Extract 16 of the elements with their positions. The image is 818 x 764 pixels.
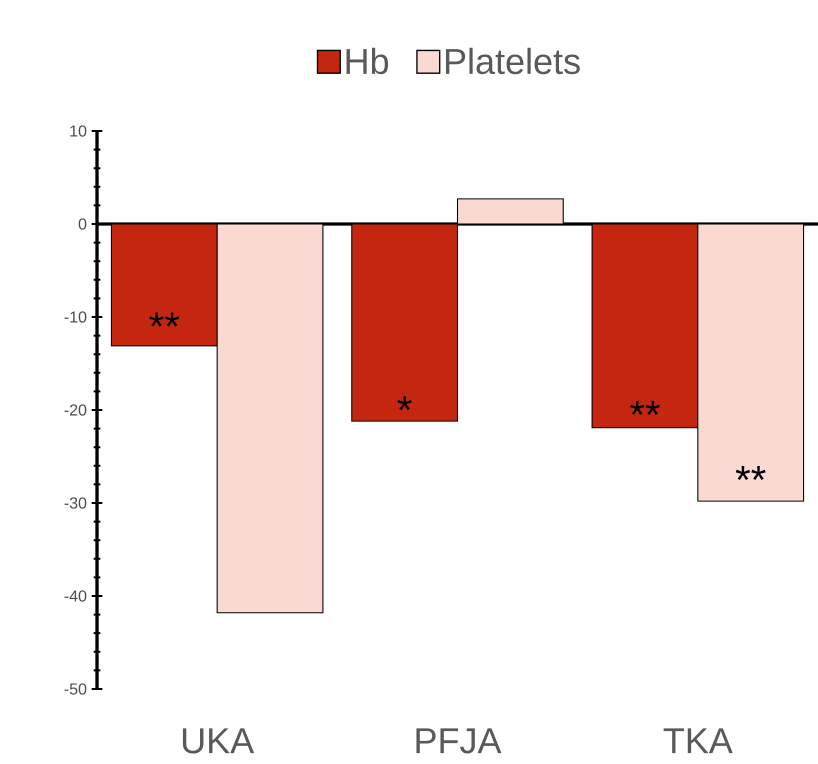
legend-label: Platelets — [446, 48, 580, 74]
y-tick-label: -30 — [64, 497, 86, 509]
y-tick-label: 10 — [70, 125, 86, 137]
y-tick-label: -20 — [64, 404, 86, 416]
x-tick-label: UKA — [182, 728, 254, 754]
legend-label: Hb — [346, 48, 388, 74]
y-tick-label: -50 — [64, 683, 86, 695]
annotation: ** — [630, 400, 660, 415]
annotation: ** — [149, 312, 180, 327]
y-tick-label: 0 — [78, 218, 86, 230]
annotation: ** — [736, 466, 766, 480]
annotation: * — [397, 396, 412, 410]
y-tick-label: -10 — [64, 311, 86, 323]
x-tick-label: TKA — [664, 728, 733, 754]
x-tick-label: PFJA — [416, 728, 502, 754]
y-tick-label: -40 — [64, 590, 86, 602]
